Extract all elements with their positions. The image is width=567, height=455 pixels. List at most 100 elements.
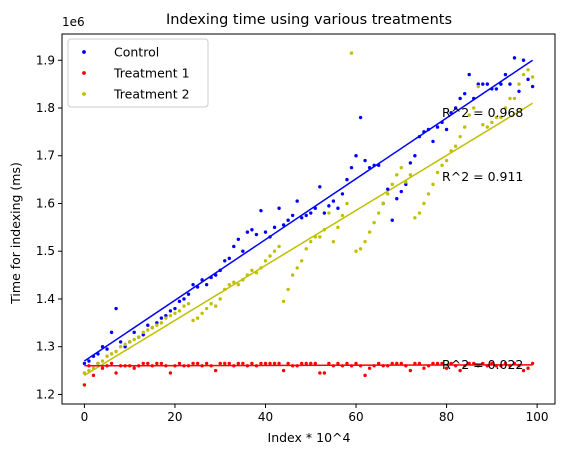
data-point [127,364,132,368]
data-point [118,364,123,368]
data-point [413,154,417,158]
annotations: R^2 = 0.968 R^2 = 0.911 R^2 = 0.022 [442,105,523,372]
data-point [467,113,471,117]
data-point [413,361,417,366]
data-point [449,111,453,115]
fit-lines [83,59,534,376]
y-tick-label: 1.8 [36,101,55,115]
data-point [322,371,327,375]
data-point [431,182,435,187]
data-point [200,278,204,282]
data-point [218,297,222,301]
data-point [100,359,105,363]
data-point [476,364,480,368]
data-point [426,192,431,196]
data-point [213,304,218,308]
data-point [512,96,517,101]
data-point [336,361,340,366]
data-point [340,192,345,196]
data-point [232,280,236,284]
data-point [358,247,363,251]
data-point [331,199,336,203]
data-point [218,361,222,366]
data-point [173,364,177,368]
data-point [449,361,453,366]
data-point [300,361,304,366]
data-point [87,364,91,368]
data-point [304,213,308,218]
y-tick-label: 1.2 [36,387,55,401]
data-point [164,316,168,320]
data-point [213,368,218,373]
data-point [186,364,191,368]
data-point [349,51,354,55]
data-point [453,144,458,148]
data-point [399,189,404,194]
data-point [182,364,186,368]
data-point [517,82,521,86]
data-point [327,204,331,208]
data-point [390,361,394,366]
data-point [259,266,263,270]
data-point [254,364,259,368]
data-point [309,239,313,244]
data-point [290,273,295,277]
data-point [191,318,195,323]
data-point [137,364,141,368]
data-point [304,247,308,251]
data-point [213,273,218,277]
data-point [530,75,535,79]
data-point [395,173,399,177]
chart-title: Indexing time using various treatments [166,12,452,28]
data-point [245,364,250,368]
data-point [336,206,340,210]
data-point [250,228,254,232]
data-point [236,282,241,287]
data-point [155,323,159,327]
data-point [490,120,494,125]
data-point [146,328,150,332]
data-point [372,163,376,167]
data-point [367,366,372,370]
data-point [327,211,331,215]
data-point [168,309,173,313]
data-point [322,211,327,215]
data-point [204,306,209,311]
data-point [241,278,245,282]
data-point [358,115,363,120]
data-point [494,364,499,368]
data-point [499,82,503,86]
data-point [476,82,480,86]
data-point [223,259,227,263]
data-point [431,139,435,144]
data-point [164,364,168,368]
data-point [295,266,299,270]
data-point [526,77,530,82]
data-point [526,68,530,72]
data-point [390,218,394,222]
data-point [277,244,281,249]
data-point [503,72,508,77]
data-point [109,361,114,366]
data-point [444,127,449,132]
data-point [159,316,164,320]
data-point [372,364,376,368]
data-point [408,368,413,373]
data-point [449,149,453,153]
y-tick-label: 1.7 [36,149,55,163]
data-point [195,285,200,289]
data-point [530,84,535,89]
data-point [422,201,426,206]
data-point [431,361,435,366]
data-point [467,72,471,77]
data-point [494,87,499,91]
data-point [458,134,462,139]
data-point [87,359,91,363]
data-point [146,323,150,327]
data-point [223,361,227,366]
data-point [435,361,440,366]
data-point [250,361,254,366]
data-point [254,271,259,275]
data-point [277,361,281,366]
data-point [363,158,367,163]
